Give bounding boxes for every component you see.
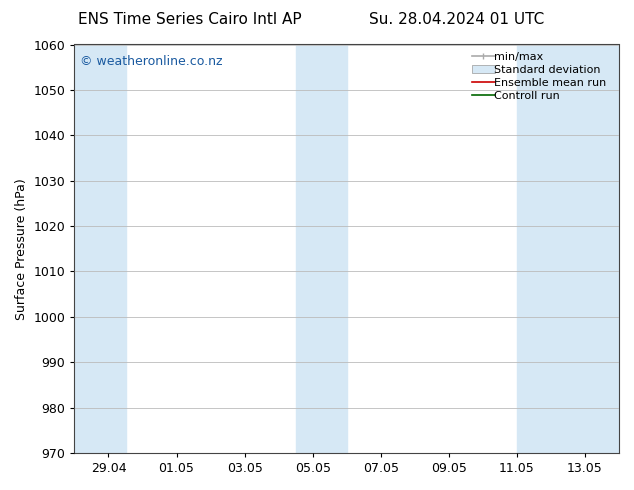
Bar — [295, 45, 347, 453]
Text: Su. 28.04.2024 01 UTC: Su. 28.04.2024 01 UTC — [369, 12, 544, 27]
Text: © weatheronline.co.nz: © weatheronline.co.nz — [80, 55, 223, 68]
Bar — [74, 45, 126, 453]
Y-axis label: Surface Pressure (hPa): Surface Pressure (hPa) — [15, 178, 28, 319]
Text: ENS Time Series Cairo Intl AP: ENS Time Series Cairo Intl AP — [79, 12, 302, 27]
Bar — [517, 45, 619, 453]
Legend: min/max, Standard deviation, Ensemble mean run, Controll run: min/max, Standard deviation, Ensemble me… — [468, 48, 616, 105]
